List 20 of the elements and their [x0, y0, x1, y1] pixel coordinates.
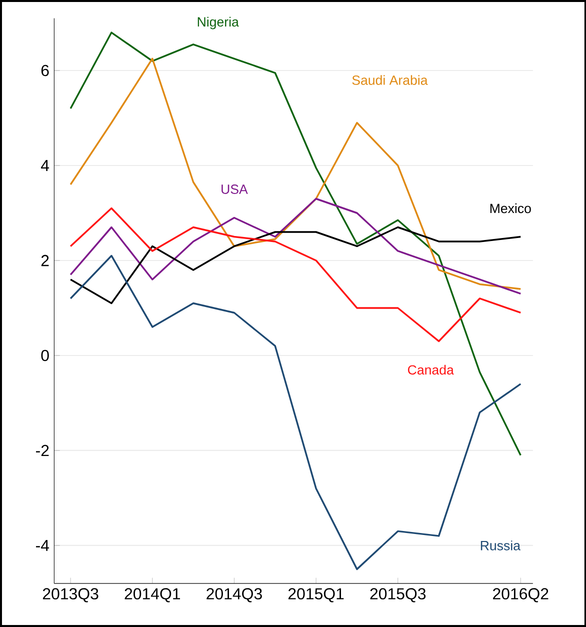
x-tick-label: 2015Q1 — [288, 588, 344, 602]
x-tick-label: 2015Q3 — [370, 588, 426, 602]
text: Russia — [480, 540, 520, 550]
y-tick-label: 2 — [41, 254, 48, 266]
y-tick-label: 6 — [41, 64, 49, 76]
y-tick-label: -2 — [36, 444, 48, 456]
x-tick-label: 2013Q3 — [42, 588, 98, 602]
text: Saudi Arabia — [352, 75, 428, 85]
y-tick-label: 4 — [40, 160, 49, 171]
series-label: Nigeria — [198, 16, 239, 30]
x-tick-label: 2014Q3 — [206, 588, 262, 602]
text: Canada — [408, 364, 454, 375]
series-label: Mexico — [490, 203, 531, 214]
y-tick-label: 0 — [41, 350, 49, 362]
line-series — [69, 226, 522, 304]
line-series — [69, 254, 522, 570]
text: USA — [221, 184, 248, 194]
y-tick-label: -4 — [36, 540, 49, 551]
x-tick-label: 2014Q1 — [124, 588, 180, 602]
x-tick-label: 2016Q2 — [492, 588, 548, 602]
